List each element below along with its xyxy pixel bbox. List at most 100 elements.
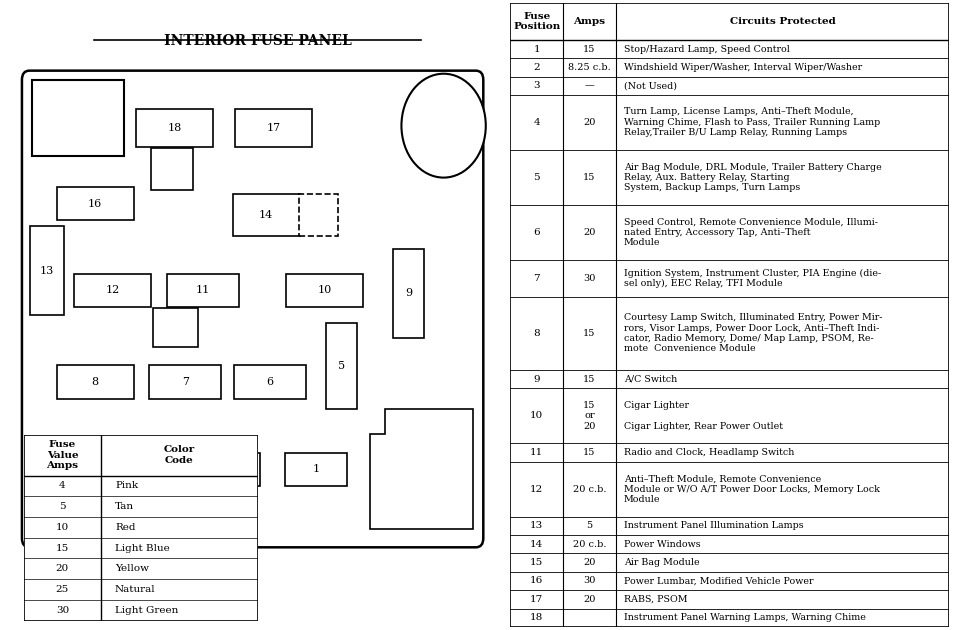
Text: Speed Control, Remote Convenience Module, Illumi-
nated Entry, Accessory Tap, An: Speed Control, Remote Convenience Module…: [623, 217, 877, 248]
Text: 17: 17: [530, 595, 543, 604]
Text: 15
or
20: 15 or 20: [582, 401, 595, 431]
Text: 17: 17: [266, 123, 280, 133]
Text: Power Windows: Power Windows: [623, 540, 700, 549]
Circle shape: [41, 106, 72, 145]
Text: 7: 7: [533, 274, 539, 283]
Circle shape: [427, 479, 459, 518]
Text: RABS, PSOM: RABS, PSOM: [623, 595, 686, 604]
Text: 15: 15: [55, 544, 69, 553]
Text: 20: 20: [582, 558, 595, 567]
Text: 14: 14: [530, 540, 543, 549]
Text: Circuits Protected: Circuits Protected: [729, 17, 835, 26]
Text: A/C Switch: A/C Switch: [623, 375, 676, 384]
Text: 8.25 c.b.: 8.25 c.b.: [567, 63, 610, 72]
Bar: [286, 273, 363, 307]
Text: 20 c.b.: 20 c.b.: [572, 484, 605, 494]
Text: 8: 8: [533, 329, 539, 338]
Text: Ignition System, Instrument Cluster, PIA Engine (die-
sel only), EEC Relay, TFI : Ignition System, Instrument Cluster, PIA…: [623, 268, 880, 288]
Text: 5: 5: [337, 361, 345, 371]
Text: Courtesy Lamp Switch, Illuminated Entry, Power Mir-
rors, Visor Lamps, Power Doo: Courtesy Lamp Switch, Illuminated Entry,…: [623, 313, 882, 353]
Bar: [298, 194, 338, 236]
Text: 2: 2: [211, 464, 217, 474]
Text: 1: 1: [533, 45, 539, 54]
Text: 30: 30: [582, 274, 595, 283]
Polygon shape: [136, 444, 167, 486]
Text: Stop/Hazard Lamp, Speed Control: Stop/Hazard Lamp, Speed Control: [623, 45, 789, 54]
Text: 20: 20: [582, 595, 595, 604]
Bar: [233, 194, 299, 236]
Text: Air Bag Module, DRL Module, Trailer Battery Charge
Relay, Aux. Battery Relay, St: Air Bag Module, DRL Module, Trailer Batt…: [623, 163, 881, 192]
Text: Red: Red: [115, 523, 135, 532]
Text: Radio and Clock, Headlamp Switch: Radio and Clock, Headlamp Switch: [623, 448, 793, 457]
Bar: [30, 226, 64, 315]
Text: 11: 11: [196, 285, 211, 295]
Text: 12: 12: [530, 484, 543, 494]
Bar: [285, 452, 347, 486]
Text: 14: 14: [259, 210, 274, 220]
Text: Turn Lamp, License Lamps, Anti–Theft Module,
Warning Chime, Flash to Pass, Trail: Turn Lamp, License Lamps, Anti–Theft Mod…: [623, 108, 879, 137]
Text: Fuse
Position: Fuse Position: [513, 12, 559, 32]
Text: 2: 2: [533, 63, 539, 72]
Text: 15: 15: [582, 173, 595, 182]
Text: 10: 10: [317, 285, 332, 295]
Polygon shape: [370, 409, 473, 529]
Bar: [167, 273, 239, 307]
Text: 4: 4: [533, 118, 539, 127]
FancyBboxPatch shape: [22, 71, 483, 547]
Text: 7: 7: [182, 377, 189, 387]
Bar: [136, 109, 213, 147]
Text: 15: 15: [582, 375, 595, 384]
Bar: [326, 323, 356, 409]
Circle shape: [401, 74, 485, 178]
Text: 3: 3: [533, 81, 539, 90]
Bar: [56, 365, 133, 399]
Text: Air Bag Module: Air Bag Module: [623, 558, 699, 567]
Text: Anti–Theft Module, Remote Convenience
Module or W/O A/T Power Door Locks, Memory: Anti–Theft Module, Remote Convenience Mo…: [623, 474, 879, 504]
Text: 9: 9: [404, 289, 412, 299]
Bar: [151, 148, 193, 190]
Text: Cigar Lighter

Cigar Lighter, Rear Power Outlet: Cigar Lighter Cigar Lighter, Rear Power …: [623, 401, 781, 431]
Text: Windshield Wiper/Washer, Interval Wiper/Washer: Windshield Wiper/Washer, Interval Wiper/…: [623, 63, 861, 72]
Text: INTERIOR FUSE PANEL: INTERIOR FUSE PANEL: [164, 34, 351, 48]
Text: 12: 12: [105, 285, 119, 295]
Bar: [393, 249, 423, 338]
Text: 9: 9: [533, 375, 539, 384]
Text: Instrument Panel Warning Lamps, Warning Chime: Instrument Panel Warning Lamps, Warning …: [623, 613, 864, 622]
Text: 10: 10: [55, 523, 69, 532]
Text: 6: 6: [266, 377, 273, 387]
Text: (Not Used): (Not Used): [623, 81, 676, 90]
Text: Fuse
Value
Amps: Fuse Value Amps: [47, 440, 78, 470]
Text: Light Blue: Light Blue: [115, 544, 170, 553]
Text: 15: 15: [582, 45, 595, 54]
Text: 5: 5: [586, 522, 592, 530]
Text: 13: 13: [530, 522, 543, 530]
Bar: [235, 109, 312, 147]
Text: 11: 11: [530, 448, 543, 457]
Text: 25: 25: [55, 585, 69, 594]
Text: 20 c.b.: 20 c.b.: [572, 540, 605, 549]
Bar: [56, 186, 133, 220]
Text: 1: 1: [312, 464, 319, 474]
Text: Instrument Panel Illumination Lamps: Instrument Panel Illumination Lamps: [623, 522, 802, 530]
Text: Power Lumbar, Modified Vehicle Power: Power Lumbar, Modified Vehicle Power: [623, 576, 812, 585]
Text: 30: 30: [55, 605, 69, 615]
Text: Pink: Pink: [115, 481, 138, 490]
Text: 20: 20: [55, 564, 69, 573]
Text: 10: 10: [530, 411, 543, 420]
Text: 15: 15: [582, 329, 595, 338]
Bar: [74, 273, 151, 307]
Bar: [150, 365, 221, 399]
Bar: [168, 452, 260, 486]
Text: Amps: Amps: [573, 17, 605, 26]
Text: Light Green: Light Green: [115, 605, 178, 615]
Text: 13: 13: [40, 266, 54, 276]
Text: 20: 20: [582, 228, 595, 237]
Bar: [153, 308, 198, 348]
Text: 18: 18: [530, 613, 543, 622]
Text: Natural: Natural: [115, 585, 155, 594]
Text: 16: 16: [88, 198, 102, 209]
Bar: [233, 365, 305, 399]
Text: 5: 5: [533, 173, 539, 182]
Text: 18: 18: [167, 123, 181, 133]
Text: 3: 3: [139, 460, 146, 470]
